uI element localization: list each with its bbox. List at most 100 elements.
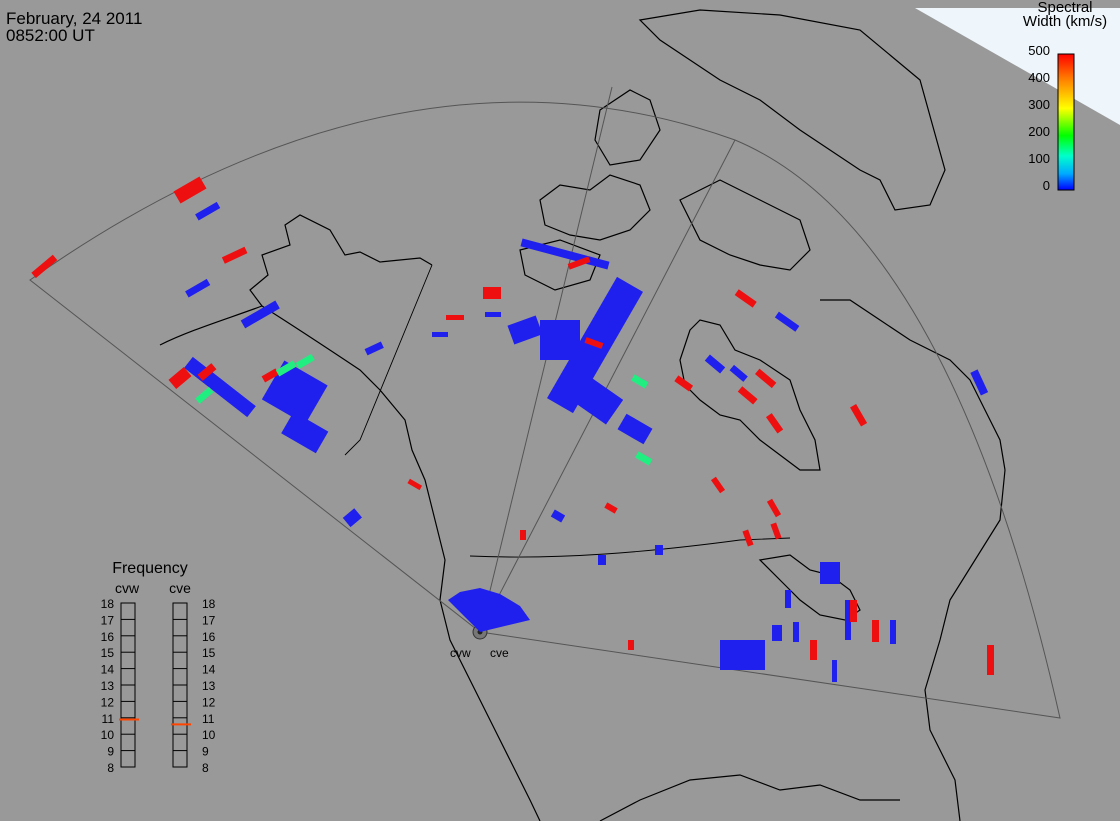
- scatter-cell: [604, 502, 618, 514]
- scatter-cell: [655, 545, 663, 555]
- scatter-cell: [342, 508, 362, 528]
- figure-date: February, 24 2011: [6, 9, 143, 28]
- scatter-cell: [631, 374, 649, 389]
- scatter-cell: [737, 386, 758, 405]
- scatter-cell: [275, 360, 297, 377]
- scatter-cell: [446, 315, 464, 320]
- coastline-greenland: [638, 9, 946, 211]
- frequency-tick-label: 14: [202, 663, 216, 677]
- scatter-cell: [432, 332, 448, 337]
- coastlines: [159, 9, 1006, 821]
- frequency-tick-label: 12: [202, 695, 216, 709]
- colorbar-title-line1: Spectral: [1037, 0, 1093, 16]
- scatter-cell: [240, 300, 280, 329]
- scatter-cell: [850, 403, 868, 427]
- scatter-cell: [710, 476, 726, 494]
- scatter-cell: [584, 337, 604, 349]
- coastline-baffin: [679, 179, 811, 271]
- scatter-cell: [774, 311, 800, 332]
- coastline-arctic-islands-1: [539, 174, 651, 241]
- frequency-radar-label-cve: cve: [169, 580, 191, 596]
- frequency-tick-label: 9: [107, 745, 114, 759]
- scatter-cell: [765, 413, 784, 434]
- scatter-cell: [197, 363, 217, 381]
- scatter-cell: [720, 640, 765, 670]
- frequency-tick-label: 12: [101, 695, 115, 709]
- frequency-tick-label: 11: [102, 712, 115, 726]
- borders: [344, 264, 791, 558]
- fov-boundary-line-2: [479, 139, 736, 633]
- frequency-tick-label: 10: [202, 728, 216, 742]
- coastline-arctic-islands-3: [519, 239, 601, 291]
- scatter-cell: [729, 364, 748, 382]
- scatter-cell: [832, 660, 837, 682]
- frequency-tick-label: 17: [202, 613, 216, 627]
- backscatter-cells: [31, 176, 994, 682]
- scatter-cell: [168, 366, 192, 390]
- scatter-cell: [820, 562, 840, 584]
- coastline-hudson-bay: [679, 319, 821, 471]
- coastline-arctic-islands-2: [594, 89, 661, 166]
- scatter-cell: [550, 509, 566, 523]
- colorbar-tick: 500: [1028, 43, 1050, 58]
- scatter-cell: [872, 620, 879, 642]
- frequency-tick-label: 8: [202, 761, 209, 775]
- scatter-cell: [195, 386, 214, 404]
- colorbar-title-line2: Width (km/s): [1022, 13, 1108, 30]
- scatter-cell: [970, 369, 989, 396]
- scatter-cell: [766, 498, 782, 518]
- colorbar-tick: 400: [1028, 70, 1050, 85]
- scatter-cell: [281, 411, 329, 454]
- scatter-cell: [520, 530, 526, 540]
- scatter-cell: [987, 645, 994, 675]
- frequency-tick-label: 13: [101, 679, 115, 693]
- frequency-tick-label: 18: [202, 597, 216, 611]
- colorbar-tick: 100: [1028, 151, 1050, 166]
- green-cells: [195, 353, 653, 466]
- scatter-cell: [261, 360, 328, 425]
- coastline-great-lakes: [758, 554, 861, 621]
- frequency-tick-label: 15: [202, 646, 216, 660]
- scatter-cell: [734, 289, 757, 308]
- colorbar-tick: 300: [1028, 97, 1050, 112]
- scatter-cell: [793, 622, 799, 642]
- frequency-tick-label: 15: [101, 646, 115, 660]
- frequency-panel-title: Frequency: [112, 560, 188, 577]
- scatter-cell: [628, 640, 634, 650]
- frequency-tick-label: 11: [202, 712, 215, 726]
- site-label-cve: cve: [490, 646, 509, 660]
- scatter-cell: [485, 312, 501, 317]
- frequency-panel: 18 18 17 17 16 16 15 15 14 14 13 13 12 12 11 11 10 10 9 9 8 8: [101, 597, 216, 775]
- scatter-cell: [261, 368, 279, 383]
- scatter-cell: [295, 353, 315, 369]
- scatter-cell: [674, 375, 694, 392]
- scatter-cell: [598, 555, 606, 565]
- frequency-tick-label: 9: [202, 745, 209, 759]
- colorbar-tick: 0: [1042, 178, 1050, 193]
- frequency-tick-label: 16: [202, 630, 216, 644]
- border-alaska-canada: [344, 264, 433, 456]
- coastline-alaska: [159, 214, 433, 346]
- figure-time: 0852:00 UT: [6, 26, 95, 45]
- scatter-cell: [772, 625, 782, 641]
- scatter-cell: [704, 354, 726, 374]
- scatter-cell: [567, 256, 591, 270]
- scatter-cell: [221, 246, 248, 264]
- scatter-cell: [31, 254, 58, 279]
- colorbar-scale: [1057, 53, 1075, 191]
- coastline-gulf: [599, 774, 900, 821]
- frequency-tick-label: 13: [202, 679, 216, 693]
- frequency-tick-label: 16: [101, 630, 115, 644]
- scatter-cell: [742, 529, 754, 547]
- red-cells: [31, 176, 994, 675]
- scatter-cell: [617, 413, 653, 445]
- near-range-fan: [448, 588, 530, 632]
- frequency-radar-label-cvw: cvw: [114, 580, 140, 596]
- coastline-east-us: [924, 469, 1006, 821]
- scatter-cell: [845, 600, 851, 640]
- scatter-cell: [195, 201, 221, 221]
- scatter-cell: [890, 620, 896, 644]
- frequency-tick-label: 10: [101, 728, 115, 742]
- border-us-canada: [469, 537, 791, 558]
- scatter-cell: [755, 368, 777, 389]
